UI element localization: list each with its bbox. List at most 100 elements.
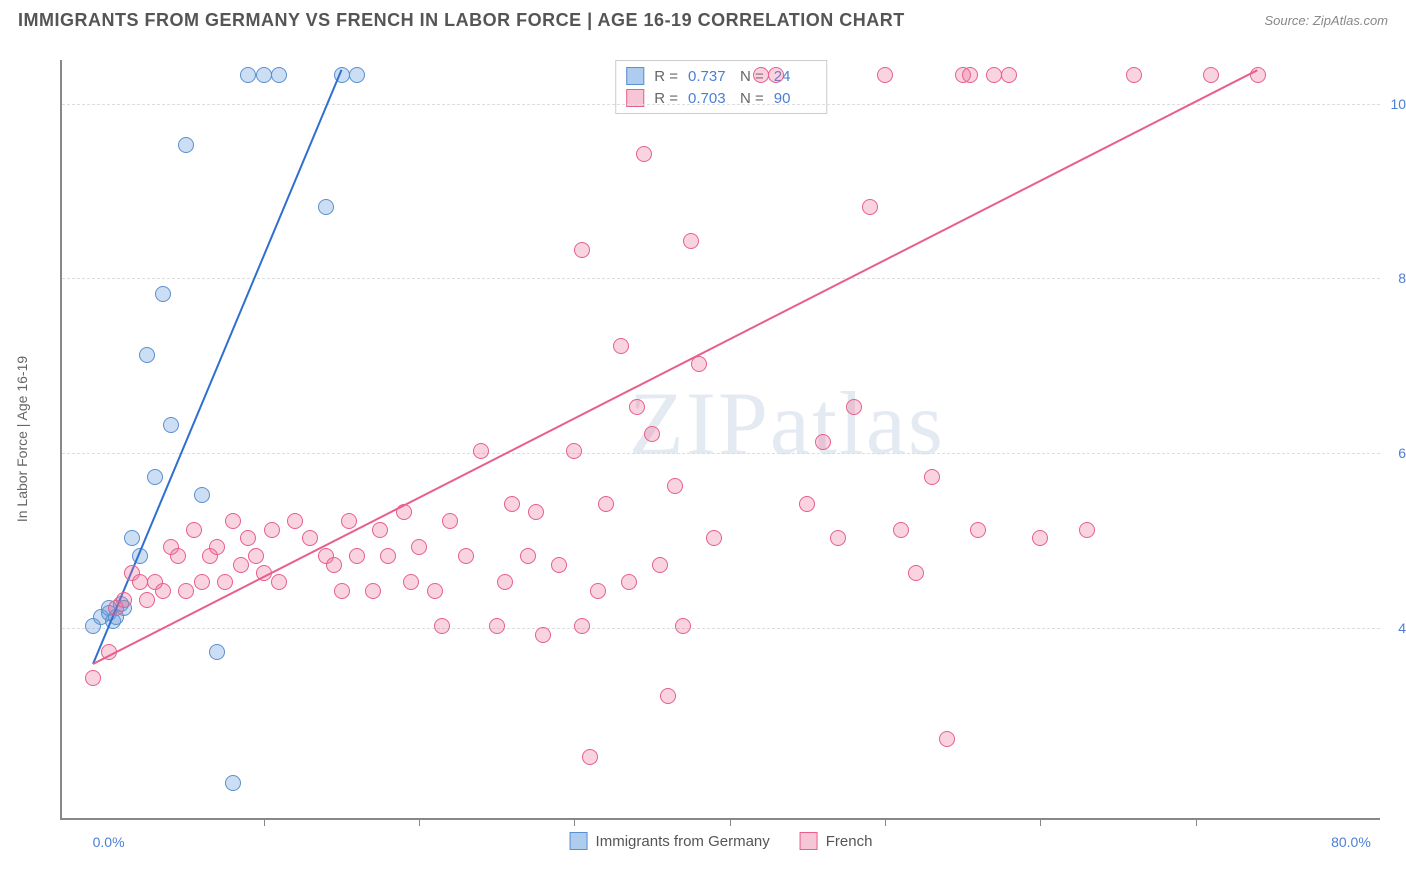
- scatter-point: [1032, 530, 1048, 546]
- scatter-point: [248, 548, 264, 564]
- scatter-point: [217, 574, 233, 590]
- scatter-point: [644, 426, 660, 442]
- scatter-point: [326, 557, 342, 573]
- scatter-point: [652, 557, 668, 573]
- watermark: ZIPatlas: [629, 372, 945, 475]
- scatter-point: [434, 618, 450, 634]
- swatch-germany: [626, 67, 644, 85]
- scatter-point: [139, 347, 155, 363]
- gridline: [62, 278, 1380, 279]
- scatter-point: [846, 399, 862, 415]
- scatter-point: [551, 557, 567, 573]
- scatter-point: [458, 548, 474, 564]
- chart-header: IMMIGRANTS FROM GERMANY VS FRENCH IN LAB…: [18, 10, 1388, 31]
- scatter-point: [520, 548, 536, 564]
- scatter-point: [178, 583, 194, 599]
- scatter-point: [590, 583, 606, 599]
- scatter-point: [753, 67, 769, 83]
- scatter-point: [574, 618, 590, 634]
- scatter-point: [636, 146, 652, 162]
- scatter-point: [893, 522, 909, 538]
- r-value-germany: 0.737: [688, 68, 730, 85]
- scatter-point: [566, 443, 582, 459]
- y-tick-label: 100.0%: [1386, 96, 1406, 112]
- scatter-point: [209, 644, 225, 660]
- scatter-point: [116, 592, 132, 608]
- scatter-point: [341, 513, 357, 529]
- scatter-point: [528, 504, 544, 520]
- scatter-point: [768, 67, 784, 83]
- scatter-point: [225, 513, 241, 529]
- x-tick: [264, 818, 265, 826]
- chart-source: Source: ZipAtlas.com: [1264, 13, 1388, 28]
- scatter-point: [613, 338, 629, 354]
- scatter-point: [1079, 522, 1095, 538]
- y-tick-label: 60.0%: [1386, 445, 1406, 461]
- gridline: [62, 453, 1380, 454]
- legend-item-french: French: [800, 832, 873, 850]
- scatter-point: [225, 775, 241, 791]
- stats-legend: R = 0.737 N = 24 R = 0.703 N = 90: [615, 60, 827, 114]
- scatter-point: [1001, 67, 1017, 83]
- scatter-point: [815, 434, 831, 450]
- scatter-point: [240, 67, 256, 83]
- series-legend: Immigrants from Germany French: [570, 832, 873, 850]
- stats-row-french: R = 0.703 N = 90: [626, 87, 816, 109]
- scatter-point: [349, 67, 365, 83]
- y-axis-label: In Labor Force | Age 16-19: [14, 356, 30, 522]
- swatch-germany: [570, 832, 588, 850]
- scatter-point: [504, 496, 520, 512]
- scatter-point: [598, 496, 614, 512]
- scatter-point: [186, 522, 202, 538]
- scatter-point: [132, 574, 148, 590]
- r-label: R =: [654, 68, 678, 85]
- scatter-point: [124, 530, 140, 546]
- x-tick: [885, 818, 886, 826]
- scatter-point: [629, 399, 645, 415]
- stats-row-germany: R = 0.737 N = 24: [626, 65, 816, 87]
- legend-label-french: French: [826, 833, 873, 850]
- scatter-point: [372, 522, 388, 538]
- x-tick: [419, 818, 420, 826]
- scatter-point: [334, 583, 350, 599]
- chart-title: IMMIGRANTS FROM GERMANY VS FRENCH IN LAB…: [18, 10, 905, 31]
- scatter-point: [349, 548, 365, 564]
- legend-label-germany: Immigrants from Germany: [596, 833, 770, 850]
- scatter-point: [675, 618, 691, 634]
- plot-area: In Labor Force | Age 16-19 ZIPatlas R = …: [60, 60, 1380, 820]
- scatter-point: [427, 583, 443, 599]
- scatter-point: [365, 583, 381, 599]
- scatter-point: [318, 199, 334, 215]
- scatter-point: [194, 487, 210, 503]
- scatter-point: [147, 469, 163, 485]
- y-tick-label: 80.0%: [1386, 270, 1406, 286]
- scatter-point: [178, 137, 194, 153]
- scatter-point: [660, 688, 676, 704]
- scatter-point: [862, 199, 878, 215]
- scatter-point: [667, 478, 683, 494]
- scatter-point: [574, 242, 590, 258]
- scatter-point: [683, 233, 699, 249]
- scatter-point: [908, 565, 924, 581]
- scatter-point: [411, 539, 427, 555]
- x-tick: [1196, 818, 1197, 826]
- scatter-point: [830, 530, 846, 546]
- legend-item-germany: Immigrants from Germany: [570, 832, 770, 850]
- scatter-point: [256, 67, 272, 83]
- scatter-point: [1126, 67, 1142, 83]
- scatter-point: [473, 443, 489, 459]
- scatter-point: [209, 539, 225, 555]
- scatter-point: [380, 548, 396, 564]
- scatter-point: [962, 67, 978, 83]
- scatter-point: [621, 574, 637, 590]
- scatter-point: [163, 417, 179, 433]
- scatter-point: [194, 574, 210, 590]
- scatter-point: [155, 286, 171, 302]
- swatch-french: [800, 832, 818, 850]
- scatter-point: [155, 583, 171, 599]
- x-tick-label: 80.0%: [1331, 834, 1371, 850]
- scatter-point: [170, 548, 186, 564]
- scatter-point: [970, 522, 986, 538]
- scatter-point: [264, 522, 280, 538]
- x-tick: [730, 818, 731, 826]
